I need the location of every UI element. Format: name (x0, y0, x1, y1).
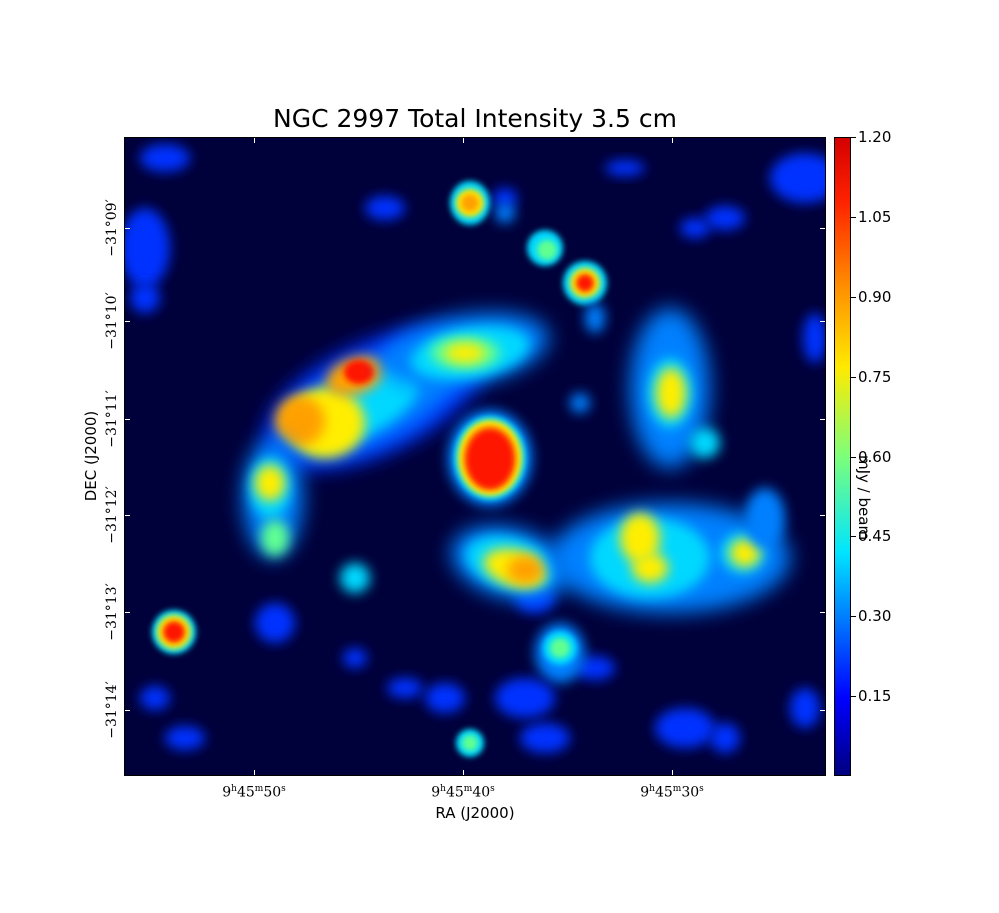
emission-blob (275, 396, 325, 446)
emission-blob (495, 678, 555, 718)
emission-blob (261, 520, 289, 556)
emission-blob (365, 196, 405, 220)
emission-blob (130, 283, 160, 313)
x-tick-label: 9h45m40s (431, 784, 495, 801)
emission-blob (387, 678, 423, 698)
emission-blob (255, 465, 285, 501)
emission-blob (575, 656, 615, 680)
emission-blob (344, 360, 374, 384)
y-axis-label: DEC (J2000) (82, 410, 100, 502)
x-tick-mark (672, 138, 673, 143)
emission-blob (140, 144, 190, 172)
emission-blob (343, 648, 367, 668)
emission-blob (462, 735, 478, 751)
emission-blob (520, 723, 570, 753)
colorbar-tick (851, 696, 856, 698)
y-tick-mark (125, 228, 130, 229)
emission-blob (461, 194, 479, 212)
colorbar-tick (851, 137, 856, 138)
y-tick-mark (820, 228, 825, 229)
x-axis-label: RA (J2000) (435, 804, 515, 822)
emission-blob (620, 513, 660, 563)
colorbar-tick-label: 0.90 (858, 287, 892, 306)
chart-title: NGC 2997 Total Intensity 3.5 cm (273, 104, 677, 133)
y-tick-label: −31°12′ (104, 486, 120, 544)
emission-blob (790, 688, 820, 728)
x-tick-label: 9h45m50s (222, 784, 286, 801)
y-tick-label: −31°10′ (104, 292, 120, 350)
y-tick-mark (820, 612, 825, 613)
emission-blob (255, 603, 295, 643)
x-tick-mark (672, 770, 673, 775)
colorbar-tick-label: 1.05 (858, 207, 892, 226)
emission-blob (770, 153, 825, 203)
emission-blob (632, 553, 668, 583)
emission-blob (140, 686, 170, 710)
colorbar-tick-label: 0.30 (858, 607, 892, 626)
emission-blob (690, 428, 720, 458)
y-tick-mark (125, 710, 130, 711)
x-tick-label: 9h45m30s (640, 784, 704, 801)
x-tick-mark (254, 138, 255, 143)
colorbar-tick (851, 376, 856, 378)
colorbar-tick (851, 216, 856, 218)
emission-blob (680, 218, 710, 238)
emission-blob (495, 203, 515, 223)
x-tick-mark (463, 770, 464, 775)
emission-blob (493, 188, 517, 208)
colorbar-tick-label: 0.45 (858, 527, 892, 546)
emission-blob (705, 206, 745, 230)
colorbar-tick-label: 1.20 (858, 128, 892, 146)
colorbar-tick-label: 0.75 (858, 367, 892, 386)
emission-blob (340, 563, 370, 593)
emission-blob (605, 160, 645, 176)
emission-blob (466, 429, 514, 489)
intensity-map (124, 137, 826, 776)
colorbar-tick (851, 296, 856, 298)
y-tick-mark (125, 515, 130, 516)
y-tick-label: −31°14′ (104, 681, 120, 739)
colorbar-tick-label: 0.60 (858, 447, 892, 466)
emission-blob (550, 638, 570, 658)
colorbar (834, 137, 851, 776)
colorbar-tick (851, 616, 856, 618)
emission-blob (585, 303, 605, 333)
y-tick-mark (820, 515, 825, 516)
y-tick-mark (125, 321, 130, 322)
emission-blob (165, 726, 205, 750)
y-tick-label: −31°11′ (104, 390, 120, 448)
y-tick-mark (820, 321, 825, 322)
y-tick-label: −31°09′ (104, 199, 120, 257)
emission-blob (656, 368, 686, 418)
y-tick-mark (125, 419, 130, 420)
emission-blob (710, 723, 740, 753)
emission-blob (745, 488, 785, 548)
colorbar-tick (851, 456, 856, 458)
emission-blob (425, 683, 465, 713)
y-tick-label: −31°13′ (104, 583, 120, 641)
y-tick-mark (125, 612, 130, 613)
emission-blob (163, 621, 185, 643)
emission-blob (730, 539, 760, 567)
emission-blob (125, 208, 170, 288)
colorbar-tick-label: 0.15 (858, 687, 892, 706)
x-tick-mark (463, 138, 464, 143)
y-tick-mark (820, 419, 825, 420)
emission-blob (507, 556, 543, 584)
colorbar-tick (851, 536, 856, 538)
emission-blob (445, 343, 485, 363)
y-tick-mark (820, 710, 825, 711)
intensity-map-svg (125, 138, 825, 775)
emission-blob (655, 708, 715, 748)
emission-blob (803, 313, 825, 363)
x-tick-mark (254, 770, 255, 775)
emission-blob (537, 240, 557, 260)
emission-blob (570, 393, 590, 413)
emission-blob (576, 274, 594, 292)
